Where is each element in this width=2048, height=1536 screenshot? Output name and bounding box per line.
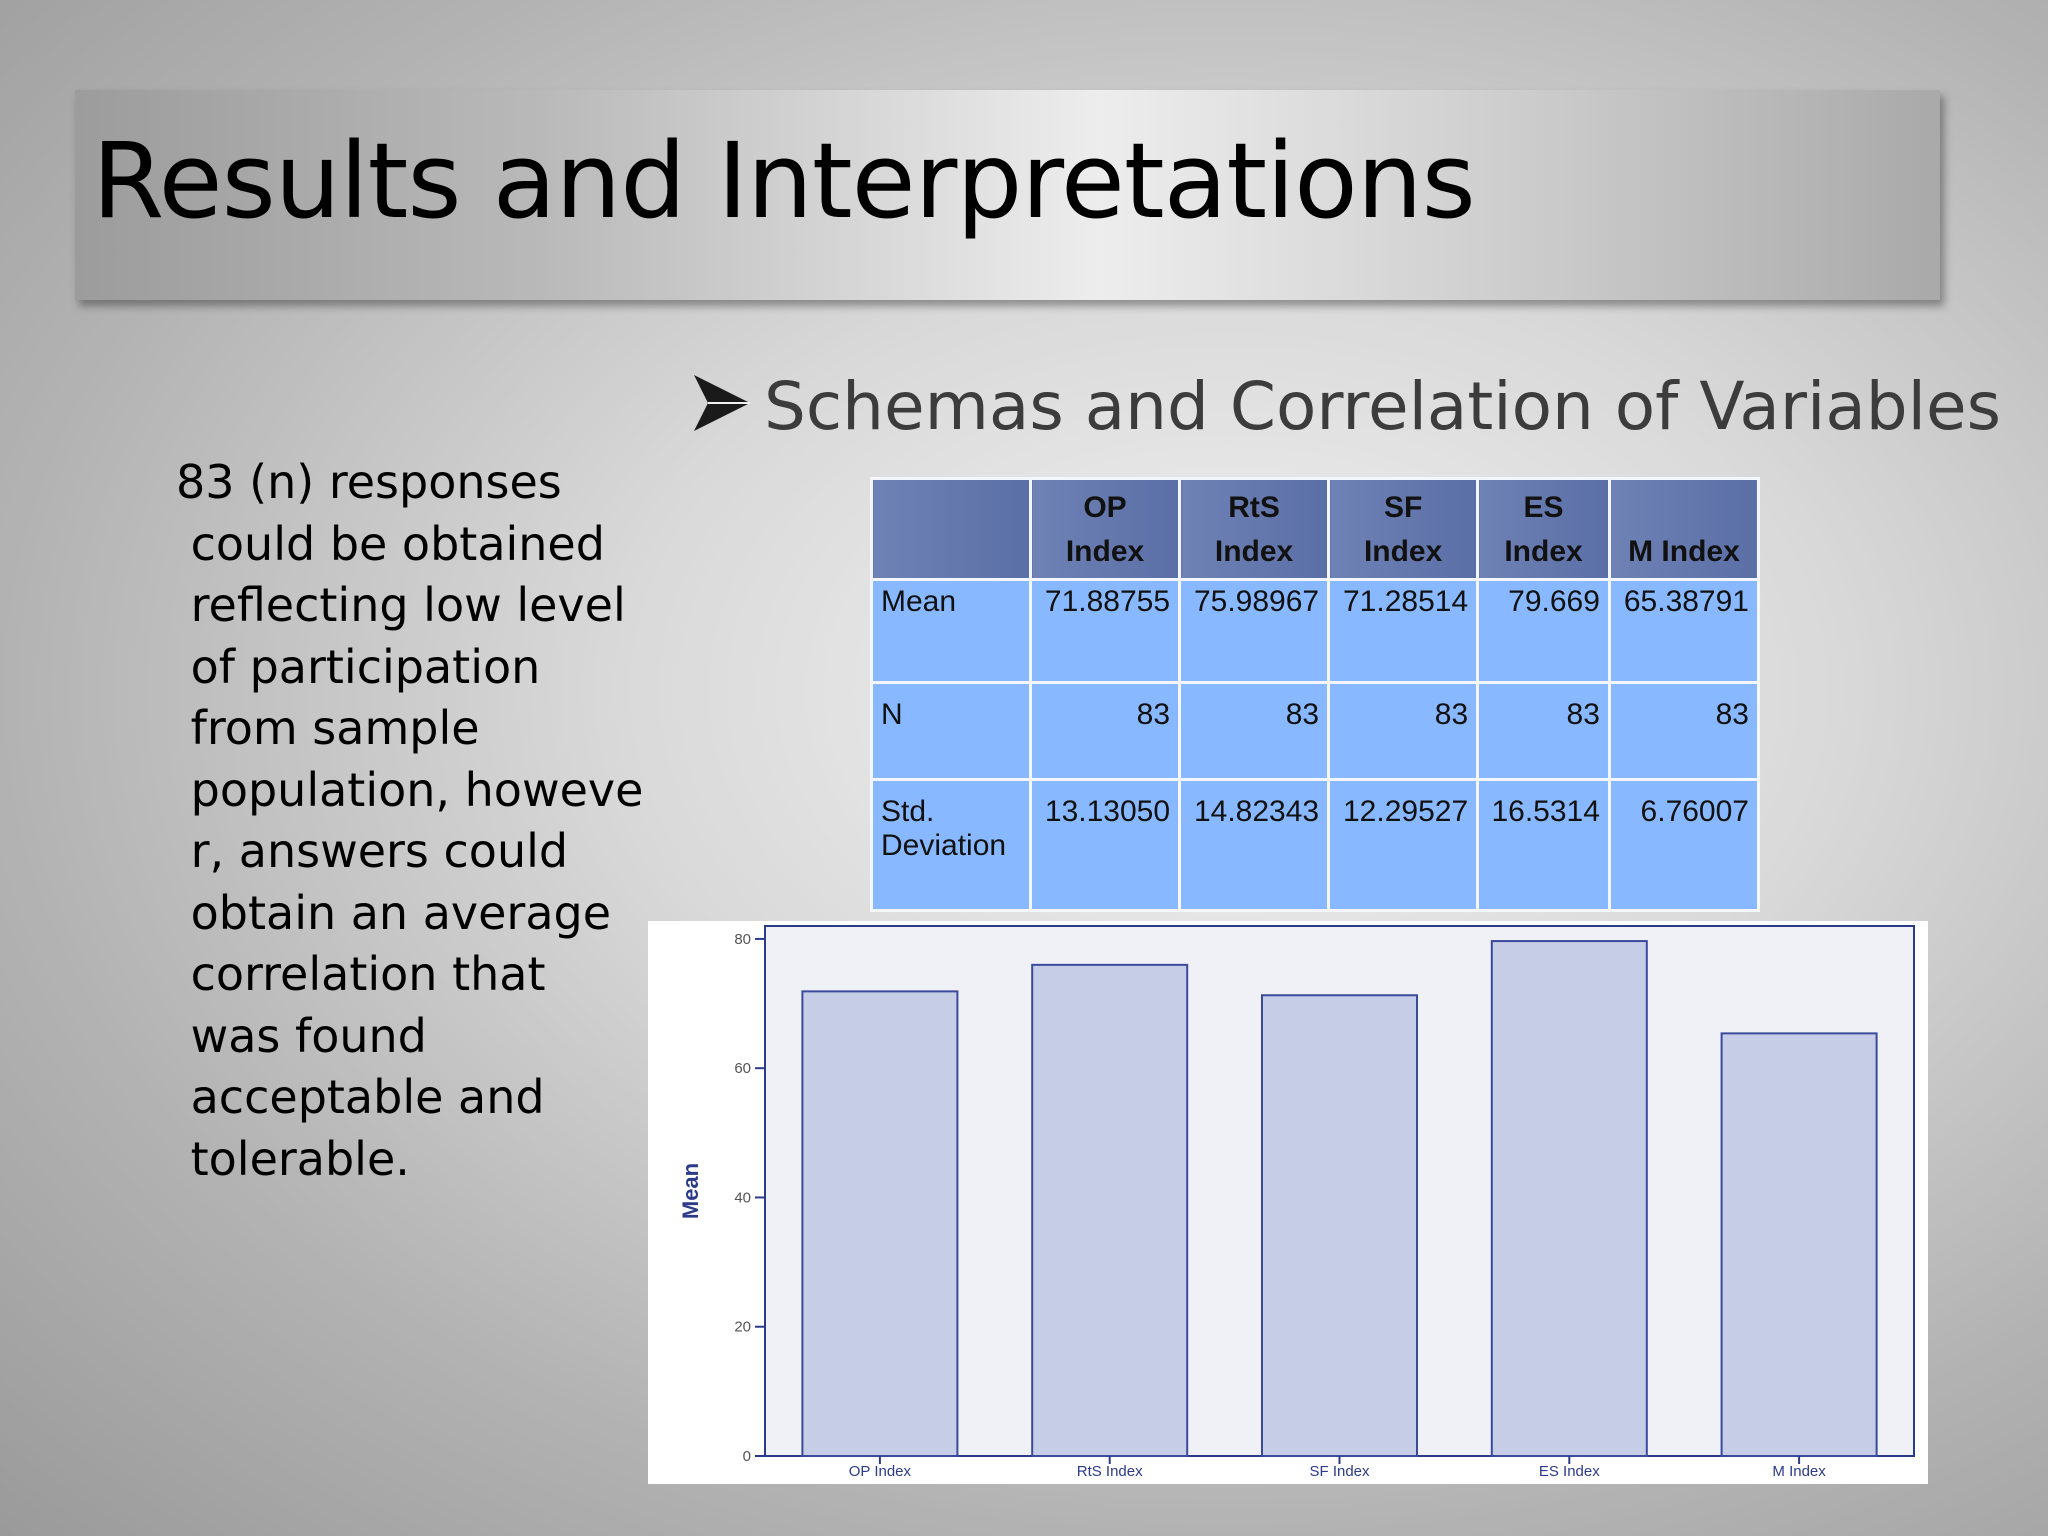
body-line: acceptable and bbox=[176, 1070, 545, 1124]
table-cell: 83 bbox=[1178, 681, 1331, 781]
y-tick-label: 0 bbox=[743, 1448, 751, 1465]
body-line: from sample bbox=[176, 701, 480, 755]
body-line: tolerable. bbox=[176, 1131, 410, 1186]
body-line: 83 (n) responses bbox=[176, 455, 562, 509]
x-tick-label: M Index bbox=[1772, 1463, 1826, 1480]
slide-subtitle: Schemas and Correlation of Variables bbox=[764, 368, 2001, 445]
y-tick-label: 60 bbox=[734, 1060, 751, 1077]
y-tick-label: 80 bbox=[734, 931, 751, 948]
table-header-cell bbox=[870, 477, 1032, 581]
bar bbox=[1261, 994, 1418, 1458]
table-header-cell: ES Index bbox=[1476, 477, 1611, 581]
table-cell: 6.76007 bbox=[1607, 778, 1761, 912]
title-bar bbox=[75, 90, 1940, 300]
bar bbox=[1031, 963, 1189, 1457]
table-header-row: OP Index RtS Index SF Index ES Index M Index bbox=[870, 477, 1761, 581]
table-cell: 75.98967 bbox=[1178, 578, 1331, 684]
table-cell: 83 bbox=[1607, 681, 1761, 781]
table-cell: 16.5314 bbox=[1476, 778, 1611, 912]
body-line: reflecting low level bbox=[176, 578, 626, 632]
table-row: Mean 71.88755 75.98967 71.28514 79.669 6… bbox=[870, 578, 1761, 684]
body-line: r, answers could bbox=[176, 824, 569, 878]
subtitle-row: Schemas and Correlation of Variables bbox=[690, 368, 2001, 445]
statistics-table: OP Index RtS Index SF Index ES Index M Index… bbox=[870, 477, 1761, 912]
table-cell: 65.38791 bbox=[1607, 578, 1761, 684]
body-line: could be obtained bbox=[176, 516, 605, 571]
row-label: Mean bbox=[870, 578, 1032, 684]
bar bbox=[801, 990, 959, 1457]
table-cell: 12.29527 bbox=[1327, 778, 1480, 912]
table-row: Std. Deviation 13.13050 14.82343 12.29527… bbox=[870, 778, 1761, 912]
table-cell: 71.88755 bbox=[1028, 578, 1182, 684]
body-line: correlation that bbox=[176, 947, 546, 1001]
table-cell: 83 bbox=[1028, 681, 1182, 781]
arrow-bullet-icon bbox=[694, 375, 750, 431]
slide-title: Results and Interpretations bbox=[92, 120, 1476, 242]
table-cell: 13.13050 bbox=[1028, 778, 1182, 912]
x-tick-label: ES Index bbox=[1539, 1463, 1600, 1480]
body-line: obtain an average bbox=[176, 885, 612, 940]
body-line: was found bbox=[176, 1008, 427, 1063]
bar-chart: 0 20 40 60 80 OP Index RtS Index SF Index ES Ind… bbox=[648, 921, 1928, 1484]
x-tick-label: OP Index bbox=[849, 1463, 912, 1480]
table-header-cell: SF Index bbox=[1327, 477, 1480, 581]
table-cell: 71.28514 bbox=[1327, 578, 1480, 684]
body-line: of participation bbox=[176, 639, 541, 694]
y-axis-label: Mean bbox=[678, 1163, 703, 1219]
body-text: 83 (n) responses could be obtained refle… bbox=[176, 452, 676, 1190]
x-tick-label: SF Index bbox=[1309, 1463, 1370, 1480]
body-line: population, howeve bbox=[176, 762, 644, 817]
table-cell: 83 bbox=[1476, 681, 1611, 781]
row-label: N bbox=[870, 681, 1032, 781]
table-row: N 83 83 83 83 83 bbox=[870, 681, 1761, 781]
bar bbox=[1490, 940, 1648, 1457]
bar bbox=[1720, 1032, 1878, 1458]
row-label: Std. Deviation bbox=[870, 778, 1032, 912]
y-tick-label: 40 bbox=[734, 1189, 751, 1206]
y-tick-label: 20 bbox=[734, 1319, 751, 1336]
table-header-cell: RtS Index bbox=[1178, 477, 1331, 581]
table-header-cell: M Index bbox=[1607, 477, 1761, 581]
table-cell: 83 bbox=[1327, 681, 1480, 781]
bar-chart-svg: 0 20 40 60 80 OP Index RtS Index SF Index ES Ind… bbox=[678, 925, 1915, 1480]
table-cell: 79.669 bbox=[1476, 578, 1611, 684]
table-header-cell: OP Index bbox=[1028, 477, 1182, 581]
x-tick-label: RtS Index bbox=[1077, 1463, 1143, 1480]
table-cell: 14.82343 bbox=[1178, 778, 1331, 912]
